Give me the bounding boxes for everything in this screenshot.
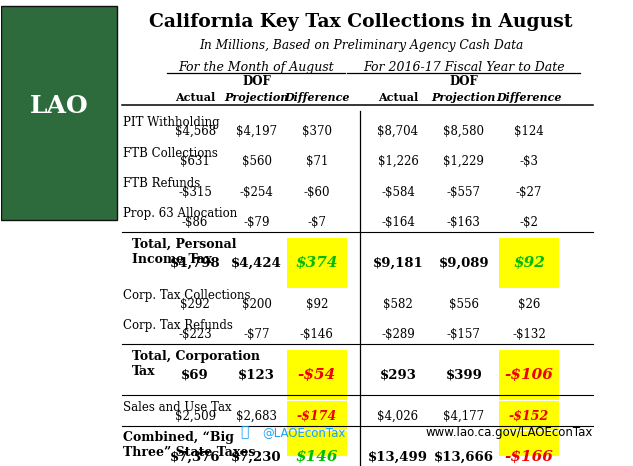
Text: -$132: -$132 <box>512 328 546 341</box>
Text: -$86: -$86 <box>182 216 208 229</box>
Text: Actual: Actual <box>378 92 418 103</box>
Text: Actual: Actual <box>175 92 215 103</box>
Text: $123: $123 <box>238 369 275 382</box>
Text: -$27: -$27 <box>516 186 542 199</box>
Text: $7,230: $7,230 <box>231 450 282 463</box>
Text: $631: $631 <box>180 155 210 168</box>
Text: $13,666: $13,666 <box>434 450 494 463</box>
Text: @LAOEconTax: @LAOEconTax <box>263 426 346 439</box>
Text: $92: $92 <box>513 256 545 270</box>
Text: $1,229: $1,229 <box>443 155 484 168</box>
Text: -$315: -$315 <box>178 186 212 199</box>
Text: Projection: Projection <box>432 92 496 103</box>
Text: -$2: -$2 <box>520 216 539 229</box>
Text: $560: $560 <box>242 155 272 168</box>
Text: $71: $71 <box>306 155 328 168</box>
Text: -$152: -$152 <box>509 410 549 423</box>
FancyBboxPatch shape <box>499 432 559 466</box>
Text: LAO: LAO <box>30 94 89 118</box>
Text: FTB Refunds: FTB Refunds <box>123 177 201 190</box>
Text: $7,376: $7,376 <box>170 450 220 463</box>
Text: $8,704: $8,704 <box>377 125 418 138</box>
Text: -$164: -$164 <box>381 216 415 229</box>
Text: -$3: -$3 <box>520 155 539 168</box>
Text: Combined, “Big
Three” State Taxes: Combined, “Big Three” State Taxes <box>123 432 256 459</box>
Text: $4,424: $4,424 <box>231 257 282 270</box>
Text: $293: $293 <box>380 369 417 382</box>
Text: $4,568: $4,568 <box>175 125 216 138</box>
Text: Prop. 63 Allocation: Prop. 63 Allocation <box>123 207 237 220</box>
Text: -$254: -$254 <box>240 186 273 199</box>
Text: -$584: -$584 <box>381 186 415 199</box>
Text: -$106: -$106 <box>505 368 553 383</box>
Text: $370: $370 <box>302 125 332 138</box>
FancyBboxPatch shape <box>287 238 347 288</box>
Text: Total, Personal
Income Tax: Total, Personal Income Tax <box>132 238 237 266</box>
FancyBboxPatch shape <box>287 432 347 466</box>
Text: Corp. Tax Refunds: Corp. Tax Refunds <box>123 319 233 332</box>
Text: Corp. Tax Collections: Corp. Tax Collections <box>123 289 251 302</box>
Text: $8,580: $8,580 <box>443 125 484 138</box>
FancyBboxPatch shape <box>499 401 559 430</box>
Text: Sales and Use Tax: Sales and Use Tax <box>123 401 232 414</box>
Text: In Millions, Based on Preliminary Agency Cash Data: In Millions, Based on Preliminary Agency… <box>199 39 523 52</box>
Text: -$289: -$289 <box>381 328 415 341</box>
FancyBboxPatch shape <box>1 6 117 220</box>
Text: -$77: -$77 <box>243 328 270 341</box>
Text: $556: $556 <box>449 298 479 311</box>
Text: $9,089: $9,089 <box>439 257 489 270</box>
Text: $13,499: $13,499 <box>368 450 428 463</box>
Text: $146: $146 <box>296 450 338 464</box>
Text: Total, Corporation
Tax: Total, Corporation Tax <box>132 350 260 378</box>
Text: $124: $124 <box>514 125 544 138</box>
Text: $4,798: $4,798 <box>170 257 220 270</box>
Text: $374: $374 <box>296 256 338 270</box>
Text: -$557: -$557 <box>447 186 481 199</box>
Text: -$146: -$146 <box>300 328 334 341</box>
Text: $2,683: $2,683 <box>236 410 277 423</box>
Text: Difference: Difference <box>496 92 561 103</box>
Text: $4,197: $4,197 <box>236 125 277 138</box>
Text: -$174: -$174 <box>297 410 337 423</box>
Text: California Key Tax Collections in August: California Key Tax Collections in August <box>149 13 573 31</box>
Text: -$166: -$166 <box>505 450 553 464</box>
Text: $292: $292 <box>180 298 210 311</box>
FancyBboxPatch shape <box>499 350 559 400</box>
Text: For 2016-17 Fiscal Year to Date: For 2016-17 Fiscal Year to Date <box>363 62 564 75</box>
Text: DOF: DOF <box>449 75 478 88</box>
FancyBboxPatch shape <box>287 401 347 430</box>
Text: $1,226: $1,226 <box>377 155 418 168</box>
Text: DOF: DOF <box>242 75 271 88</box>
Text: $399: $399 <box>446 369 482 382</box>
Text: FTB Collections: FTB Collections <box>123 146 218 159</box>
Text: -$157: -$157 <box>447 328 480 341</box>
Text: www.lao.ca.gov/LAOEconTax: www.lao.ca.gov/LAOEconTax <box>425 426 593 439</box>
Text: $2,509: $2,509 <box>175 410 216 423</box>
Text: $92: $92 <box>306 298 328 311</box>
Text: Projection: Projection <box>224 92 289 103</box>
Text: $4,177: $4,177 <box>443 410 484 423</box>
Text: For the Month of August: For the Month of August <box>178 62 334 75</box>
Text: $4,026: $4,026 <box>377 410 418 423</box>
Text: -$60: -$60 <box>304 186 330 199</box>
Text: Difference: Difference <box>284 92 349 103</box>
Text: -$79: -$79 <box>243 216 270 229</box>
Text: -$7: -$7 <box>308 216 327 229</box>
Text: -$54: -$54 <box>298 368 336 383</box>
Text: 🐦: 🐦 <box>240 425 249 439</box>
FancyBboxPatch shape <box>499 238 559 288</box>
Text: PIT Withholding: PIT Withholding <box>123 116 220 129</box>
Text: $26: $26 <box>518 298 540 311</box>
Text: $69: $69 <box>181 369 209 382</box>
Text: -$163: -$163 <box>447 216 480 229</box>
Text: -$223: -$223 <box>179 328 212 341</box>
FancyBboxPatch shape <box>287 350 347 400</box>
Text: $9,181: $9,181 <box>373 257 423 270</box>
Text: $200: $200 <box>242 298 272 311</box>
Text: $582: $582 <box>383 298 413 311</box>
